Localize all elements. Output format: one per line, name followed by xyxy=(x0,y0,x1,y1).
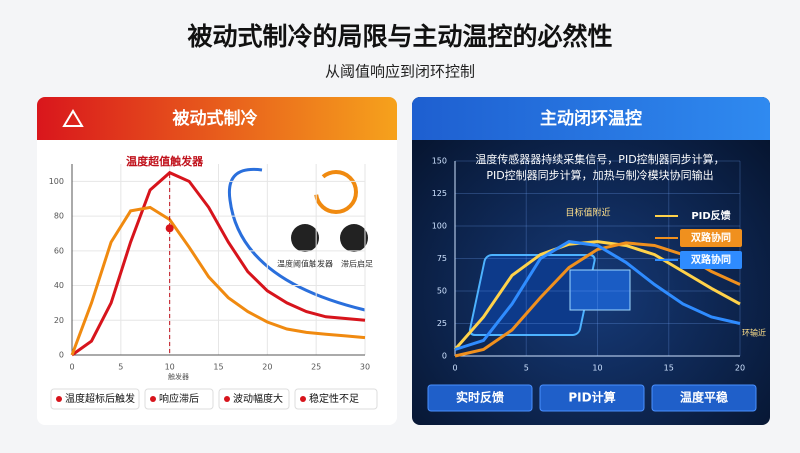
right-header xyxy=(412,97,770,140)
series-line xyxy=(453,240,741,351)
left-title: 被动式制冷 xyxy=(173,108,258,129)
legend-box xyxy=(680,229,742,247)
y-tick-label: 50 xyxy=(437,287,447,296)
tag-label: 波动幅度大 xyxy=(233,392,283,405)
tag-label: 响应滞后 xyxy=(159,392,199,405)
x-tick-label: 25 xyxy=(311,363,321,372)
tag xyxy=(144,388,214,410)
refresh-icon xyxy=(314,170,358,214)
series-line xyxy=(454,240,741,351)
legend-label: 双路协同 xyxy=(691,231,731,244)
series-line xyxy=(70,205,366,356)
legend-label: 双路协同 xyxy=(691,253,731,266)
button[interactable] xyxy=(651,384,757,412)
x-tick-label: 30 xyxy=(360,363,370,372)
legend-label: PID反馈 xyxy=(691,209,730,222)
x-tick-label: 5 xyxy=(524,364,529,373)
icon-label: 温度阈值触发器 xyxy=(277,259,333,269)
subtitle: 从阈值响应到闭环控制 xyxy=(325,63,475,81)
y-tick-label: 100 xyxy=(432,222,447,231)
y-tick-label: 40 xyxy=(54,281,64,290)
right-title: 主动闭环温控 xyxy=(540,108,642,129)
x-tick-label: 20 xyxy=(262,363,272,372)
fan-icons xyxy=(291,224,368,252)
y-tick-label: 25 xyxy=(437,319,447,328)
description: 温度传感器器持续采集信号，PID控制器同步计算， PID控制器同步计算，加热与制冷… xyxy=(475,152,724,182)
button-label: 实时反馈 xyxy=(456,390,504,405)
cycle-arrow xyxy=(227,167,366,312)
left-header xyxy=(37,97,397,140)
button[interactable] xyxy=(539,384,645,412)
y-tick-label: 125 xyxy=(432,189,447,198)
button-label: 温度平稳 xyxy=(680,390,728,405)
y-tick-label: 150 xyxy=(432,157,447,166)
button-label: PID计算 xyxy=(568,390,615,405)
button[interactable] xyxy=(427,384,533,412)
x-tick-label: 10 xyxy=(592,364,602,373)
x-tick-label: 15 xyxy=(213,363,223,372)
x-tick-label: 5 xyxy=(118,363,123,372)
series-line xyxy=(71,170,366,357)
x-tick-label: 10 xyxy=(165,363,175,372)
y-tick-label: 0 xyxy=(442,352,447,361)
tag-dot xyxy=(300,396,306,402)
y-tick-label: 60 xyxy=(54,246,64,255)
x-tick-label: 20 xyxy=(735,364,745,373)
y-tick-label: 100 xyxy=(49,177,64,186)
tag xyxy=(294,388,378,410)
icon-label: 滞后启足 xyxy=(341,259,373,269)
tag-dot xyxy=(56,396,62,402)
y-tick-label: 20 xyxy=(54,316,64,325)
x-tick-label: 0 xyxy=(452,364,457,373)
annotation: 温度超值触发器 xyxy=(126,154,204,168)
x-tick-label: 15 xyxy=(664,364,674,373)
tag xyxy=(218,388,290,410)
x-axis-label: 触发器 xyxy=(168,372,189,381)
legend-box xyxy=(680,251,742,269)
threshold-marker xyxy=(165,224,174,233)
tag-label: 温度超标后触发 xyxy=(65,392,135,405)
x-tick-label: 0 xyxy=(69,363,74,372)
tag-dot xyxy=(224,396,230,402)
left-card xyxy=(37,97,397,425)
y-tick-label: 80 xyxy=(54,212,64,221)
tag xyxy=(50,388,140,410)
annotation: 目标值附近 xyxy=(565,207,610,219)
title: 被动式制冷的局限与主动温控的必然性 xyxy=(187,22,612,51)
tag-dot xyxy=(150,396,156,402)
y-tick-label: 0 xyxy=(59,351,64,360)
warning-icon xyxy=(62,109,84,127)
tag-label: 稳定性不足 xyxy=(309,392,359,405)
y-tick-label: 75 xyxy=(437,254,447,263)
annotation: 环输近 xyxy=(742,328,766,338)
